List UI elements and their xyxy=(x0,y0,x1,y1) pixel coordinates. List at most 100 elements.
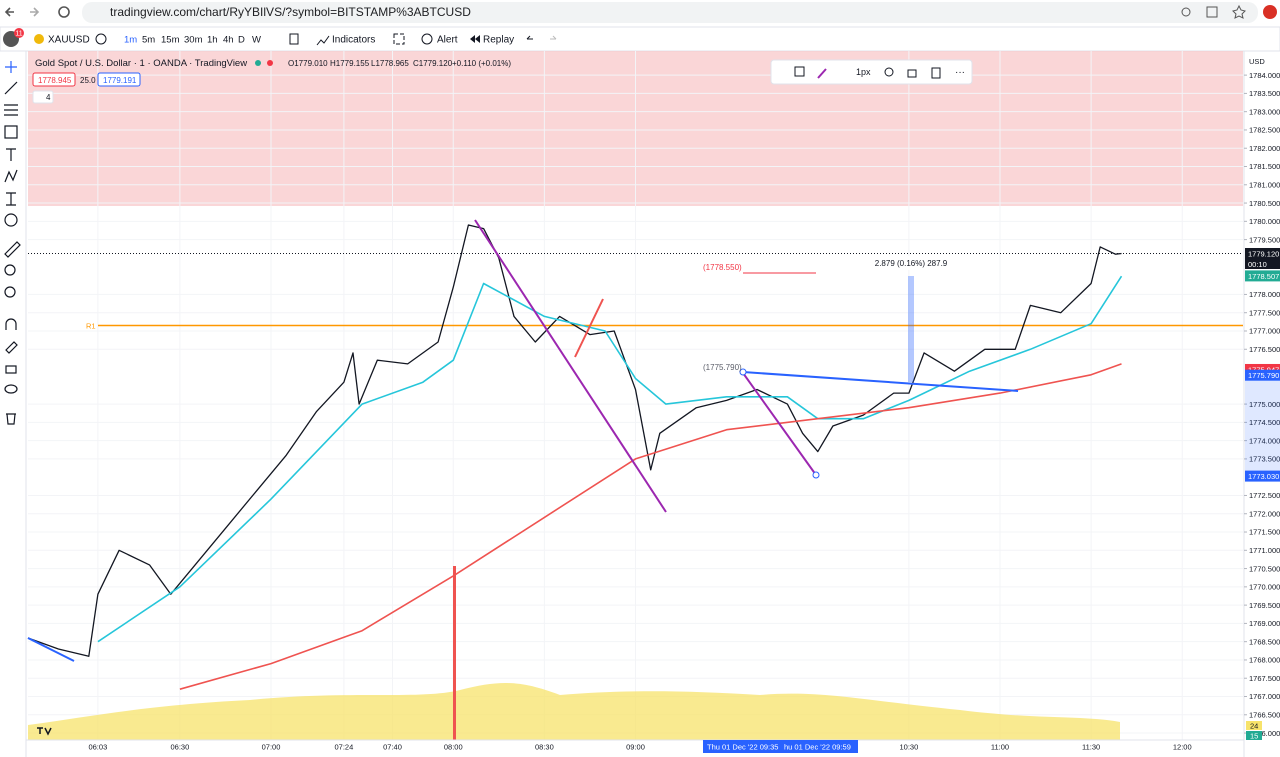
replay-button[interactable]: Replay xyxy=(483,35,514,46)
x-tick-label: 06:30 xyxy=(170,743,189,752)
volume-badge-label: 24 xyxy=(1250,722,1258,731)
legend-change: +0.110 (+0.01%) xyxy=(452,59,511,68)
layouts-button[interactable] xyxy=(393,33,405,45)
address-bar[interactable] xyxy=(82,2,1258,23)
drawing-tools xyxy=(4,61,21,425)
y-tick-label: 1769.000 xyxy=(1249,619,1280,628)
volume-badge xyxy=(1246,731,1262,740)
text-tool[interactable] xyxy=(6,148,16,161)
countdown-bg xyxy=(1245,258,1280,269)
lock-tool[interactable] xyxy=(5,365,17,374)
legend-high: H1779.155 xyxy=(330,59,370,68)
indicators-toggle[interactable] xyxy=(32,90,54,104)
y-tick-label: 1779.500 xyxy=(1249,235,1280,244)
ask-box[interactable] xyxy=(97,72,141,87)
volume-ma-area xyxy=(28,683,1120,740)
crosshair-tool[interactable] xyxy=(5,61,17,73)
zoom-out-tool[interactable] xyxy=(4,286,16,298)
y-tick-label: 1768.000 xyxy=(1249,656,1280,665)
measure-box xyxy=(908,276,914,382)
bookmark-icon[interactable] xyxy=(1232,4,1246,19)
symbol[interactable]: XAUUSD xyxy=(48,35,90,46)
remove-tool[interactable] xyxy=(6,413,16,425)
prediction-tool[interactable] xyxy=(6,192,16,206)
price-tag xyxy=(1245,470,1280,482)
undo-button[interactable] xyxy=(526,35,533,40)
interval-button[interactable]: 1h xyxy=(207,35,218,46)
market-status xyxy=(255,60,261,66)
trend-line xyxy=(574,298,604,358)
y-tick-label: 1771.500 xyxy=(1249,528,1280,537)
zoom-icon[interactable] xyxy=(1181,7,1191,17)
indicators-icon xyxy=(316,35,330,46)
magnet-tool[interactable] xyxy=(5,318,17,330)
forward-button[interactable] xyxy=(30,7,40,17)
x-tick-label: 07:00 xyxy=(262,743,281,752)
interval-button[interactable]: W xyxy=(252,35,261,46)
volume-badge-label: 15 xyxy=(1250,732,1258,741)
profile-avatar[interactable] xyxy=(1263,5,1277,19)
bid-box[interactable] xyxy=(32,72,76,87)
measure-tool[interactable] xyxy=(4,241,21,258)
y-tick-label: 1781.500 xyxy=(1249,162,1280,171)
anchor-point[interactable] xyxy=(739,368,747,376)
pivot-label: R1 xyxy=(86,322,96,331)
axes: 1784.000 1783.500 1783.000 1782.500 1782.000… xyxy=(88,71,1280,752)
interval-button[interactable]: 4h xyxy=(223,35,234,46)
share-icon[interactable] xyxy=(1206,6,1218,18)
level-label: (1775.790) xyxy=(703,363,742,372)
y-tick-label: 1766.500 xyxy=(1249,710,1280,719)
indicators-button[interactable]: Indicators xyxy=(332,35,375,46)
price-tag-label: 1778.507 xyxy=(1248,272,1279,281)
redo-button[interactable] xyxy=(550,35,557,40)
line-width[interactable]: 1px xyxy=(856,67,871,77)
interval-button[interactable]: D xyxy=(238,35,245,46)
y-tick-label: 1773.500 xyxy=(1249,455,1280,464)
time-range-start: Thu 01 Dec '22 09:35 xyxy=(707,743,778,752)
alert-icon xyxy=(421,33,433,45)
color-button[interactable] xyxy=(817,68,827,79)
stay-in-drawing-tool[interactable] xyxy=(5,341,18,354)
fib-tool[interactable] xyxy=(4,104,18,116)
level-label: (1778.550) xyxy=(703,263,742,272)
collapsed-count: 4 xyxy=(46,93,51,102)
y-tick-label: 1768.500 xyxy=(1249,637,1280,646)
hide-tool[interactable] xyxy=(4,384,18,394)
pattern-tool[interactable] xyxy=(4,169,18,183)
back-button[interactable] xyxy=(4,7,14,17)
measure-label-bg xyxy=(874,256,948,270)
x-tick-label: 08:00 xyxy=(444,743,463,752)
tv-logo xyxy=(37,727,52,736)
reload-button[interactable] xyxy=(58,6,70,18)
trend-line xyxy=(742,372,817,476)
interval-button[interactable]: 15m xyxy=(161,35,180,46)
trend-line-tool[interactable] xyxy=(4,81,18,95)
interval-button[interactable]: 30m xyxy=(184,35,203,46)
compare-button[interactable] xyxy=(95,33,107,45)
trend-line xyxy=(742,371,1019,392)
y-tick-label: 1767.000 xyxy=(1249,692,1280,701)
volume-spike xyxy=(453,566,456,740)
interval-button[interactable]: 1m xyxy=(124,35,137,46)
alert-button[interactable]: Alert xyxy=(437,35,458,46)
delete-button[interactable] xyxy=(931,67,941,79)
settings-button[interactable] xyxy=(884,67,894,77)
notification-count: 11 xyxy=(15,31,22,38)
y-tick-label: 1767.500 xyxy=(1249,674,1280,683)
chart-type-button[interactable] xyxy=(289,33,299,45)
more-button[interactable]: ··· xyxy=(955,67,965,78)
shape-tool[interactable] xyxy=(4,125,18,139)
zoom-in-tool[interactable] xyxy=(4,264,16,276)
lock-button[interactable] xyxy=(907,69,917,78)
x-tick-label: 10:30 xyxy=(899,743,918,752)
interval-button[interactable]: 5m xyxy=(142,35,155,46)
template-button[interactable] xyxy=(794,66,805,77)
bid: 1778.945 xyxy=(38,76,72,85)
anchor-point[interactable] xyxy=(812,471,820,479)
measure-label: 2.879 (0.16%) 287.9 xyxy=(875,259,948,268)
y-tick-label: 1775.000 xyxy=(1249,400,1280,409)
url: tradingview.com/chart/RyYBIlVS/?symbol=B… xyxy=(110,5,471,19)
legend-low: L1778.965 xyxy=(371,59,409,68)
icons-tool[interactable] xyxy=(4,213,18,227)
y-tick-label: 1783.000 xyxy=(1249,107,1280,116)
